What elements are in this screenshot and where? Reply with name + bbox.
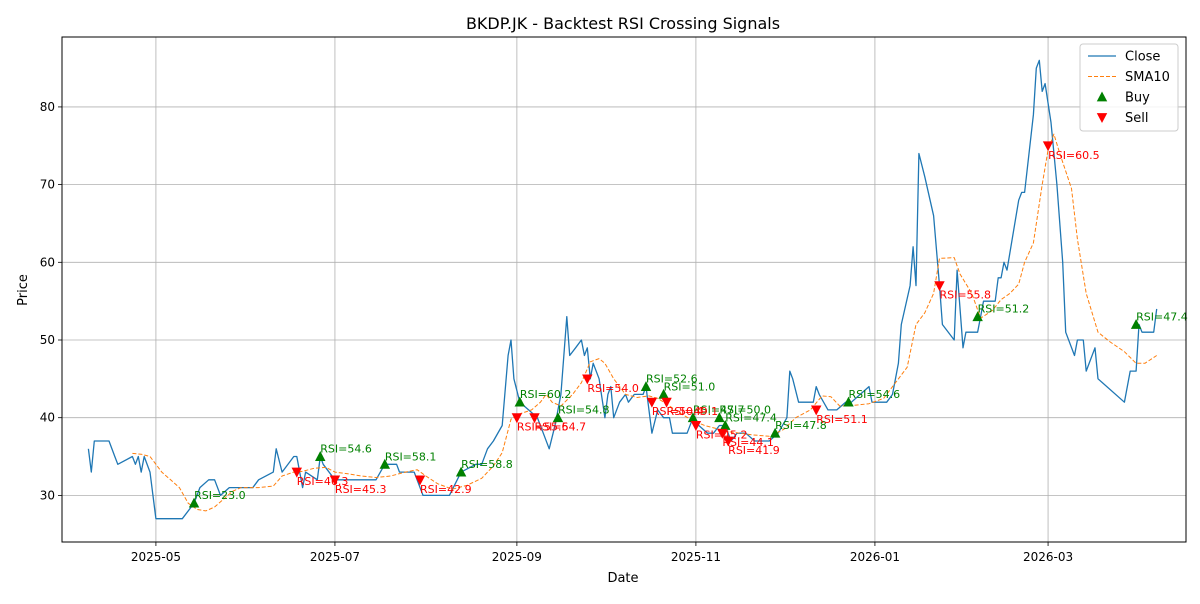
- sell-marker: [722, 436, 734, 447]
- x-tick-label: 2025-11: [671, 550, 721, 564]
- close-line: [87, 59, 1158, 520]
- legend-buy-swatch: [1096, 91, 1108, 102]
- marker-layer: [188, 141, 1142, 508]
- buy-marker: [379, 458, 391, 469]
- y-tick-label: 70: [40, 178, 55, 192]
- buy-marker: [640, 381, 652, 392]
- sell-marker: [291, 467, 303, 478]
- x-axis-label: Date: [607, 571, 638, 586]
- x-tick-label: 2025-05: [131, 550, 181, 564]
- sell-marker: [661, 397, 672, 408]
- buy-signal-label: RSI=47.8: [775, 419, 827, 432]
- sell-signal-label: RSI=54.0: [587, 382, 639, 395]
- buy-signal-label: RSI=23.0: [194, 489, 246, 502]
- sell-signal-label: RSI=49.1: [667, 405, 719, 418]
- buy-signal-label: RSI=58.1: [385, 450, 437, 463]
- sell-marker: [1042, 141, 1054, 152]
- tick-layer: 2025-05 2025-07 2025-09 2025-11 2026-01 2026-…: [40, 100, 1073, 564]
- buy-marker: [972, 311, 983, 322]
- legend-entry-label: Close: [1125, 50, 1160, 65]
- buy-signal-label: RSI=47.4: [725, 411, 777, 424]
- buy-marker: [658, 388, 669, 399]
- x-tick-label: 2026-01: [850, 550, 900, 564]
- chart-title: BKDP.JK - Backtest RSI Crossing Signals: [466, 14, 780, 33]
- buy-signal-label: RSI=51.2: [978, 303, 1030, 316]
- x-tick-label: 2025-09: [492, 550, 542, 564]
- y-tick-label: 80: [40, 100, 55, 114]
- buy-marker: [188, 497, 200, 508]
- grid-layer: [62, 37, 1186, 542]
- x-tick-label: 2025-07: [310, 550, 360, 564]
- buy-signal-label: RSI=54.6: [320, 443, 372, 456]
- buy-signal-label: RSI=47.4: [1136, 310, 1188, 323]
- buy-signal-label: RSI=51.0: [664, 380, 716, 393]
- series-layer: [87, 59, 1158, 520]
- buy-marker: [315, 451, 326, 461]
- sell-signal-label: RSI=54.7: [534, 421, 586, 434]
- sell-signal-label: RSI=60.5: [1048, 149, 1100, 162]
- legend-entry-label: Buy: [1125, 91, 1150, 106]
- buy-signal-label: RSI=60.2: [520, 388, 572, 401]
- y-tick-label: 50: [40, 333, 55, 347]
- sell-marker: [717, 428, 728, 439]
- buy-marker: [769, 427, 781, 438]
- sell-signal-label: RSI=42.9: [420, 483, 472, 496]
- buy-marker: [687, 412, 699, 423]
- sell-signal-label: RSI=55.8: [939, 289, 991, 302]
- sell-signal-label: RSI=55.6: [517, 421, 569, 434]
- legend-entry-label: SMA10: [1125, 70, 1170, 85]
- buy-marker: [843, 396, 854, 407]
- sell-marker: [329, 475, 341, 486]
- sell-marker: [414, 475, 426, 486]
- sell-signal-label: RSI=50.4: [652, 405, 704, 418]
- sell-marker: [646, 397, 658, 408]
- sell-signal-label: RSI=41.9: [728, 444, 780, 457]
- legend-box: [1079, 43, 1179, 132]
- y-tick-label: 30: [40, 488, 55, 502]
- sell-marker: [690, 421, 702, 431]
- sell-signal-label: RSI=46.3: [297, 475, 349, 488]
- buy-marker: [714, 412, 725, 423]
- buy-marker: [552, 412, 564, 423]
- buy-signal-label: RSI=54.8: [558, 404, 610, 417]
- sell-signal-label: RSI=51.1: [816, 413, 868, 426]
- sell-signal-label: RSI=45.3: [335, 483, 387, 496]
- buy-marker: [514, 396, 526, 407]
- buy-signal-label: RSI=58.8: [461, 458, 513, 471]
- y-tick-label: 60: [40, 255, 55, 269]
- sell-marker: [810, 405, 822, 416]
- legend-sell-swatch: [1096, 113, 1108, 123]
- sell-marker: [934, 281, 945, 292]
- plot-frame: [61, 36, 1187, 543]
- sell-marker: [529, 413, 540, 424]
- sma10-line: [132, 133, 1157, 512]
- sell-signal-label: RSI=44.1: [722, 436, 774, 449]
- legend: Close SMA10 Buy Sell: [1079, 43, 1179, 132]
- buy-marker: [720, 419, 731, 430]
- sell-marker: [582, 374, 593, 385]
- legend-entry-label: Sell: [1125, 111, 1148, 126]
- x-tick-label: 2026-03: [1023, 550, 1073, 564]
- buy-marker: [1130, 318, 1142, 329]
- buy-marker: [455, 466, 467, 477]
- buy-signal-label: RSI=52.6: [646, 373, 698, 386]
- sell-signal-label: RSI=45.2: [696, 428, 748, 441]
- sell-marker: [511, 413, 523, 424]
- buy-signal-label: RSI=54.6: [849, 388, 901, 401]
- y-axis-label: Price: [16, 274, 31, 306]
- buy-signal-label: RSI=50.0: [719, 404, 771, 417]
- buy-signal-label: RSI=47.7: [693, 404, 745, 417]
- label-layer: RSI=23.0 RSI=54.6 RSI=58.1 RSI=58.8 RSI=60.2…: [194, 149, 1188, 502]
- y-tick-label: 40: [40, 411, 55, 425]
